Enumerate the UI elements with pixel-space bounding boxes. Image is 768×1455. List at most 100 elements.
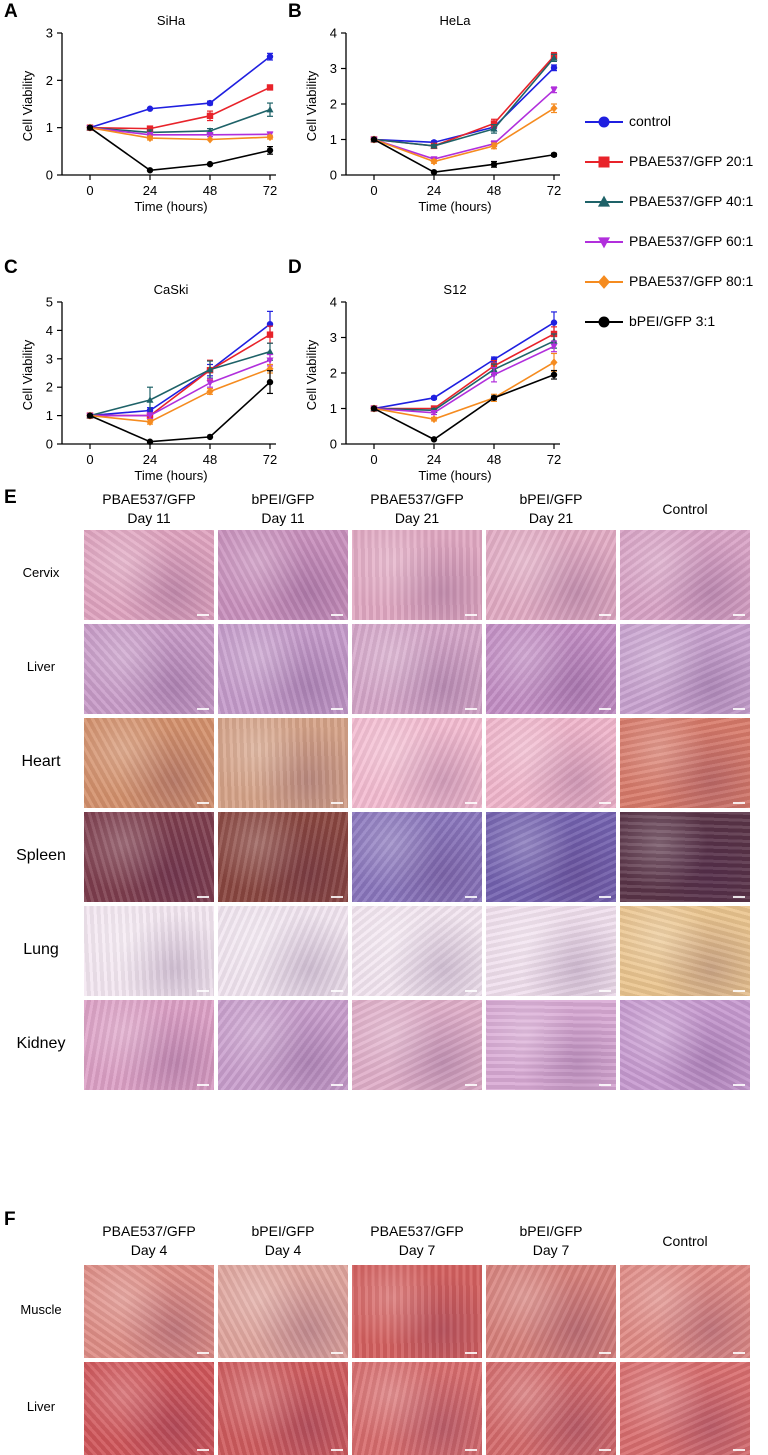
data-point (370, 405, 378, 412)
column-header: bPEI/GFP Day 11 (218, 490, 348, 528)
series-line (373, 55, 555, 147)
data-point (490, 120, 498, 127)
legend-marker-icon (597, 195, 611, 207)
column-header: bPEI/GFP Day 4 (218, 1222, 348, 1260)
data-point (370, 136, 378, 143)
x-tick-label: 0 (86, 452, 93, 467)
scale-bar (599, 802, 611, 804)
data-point (266, 53, 274, 60)
column-header-line1: bPEI/GFP (519, 491, 583, 507)
legend-marker-shape (597, 195, 611, 207)
scale-bar (733, 708, 745, 710)
chart-legend: control PBAE537/GFP 20:1 PBAE537/GFP 40:1 P… (582, 106, 768, 346)
panel-letter-c: C (4, 257, 18, 278)
data-point (146, 417, 154, 426)
x-tick-label: 72 (547, 183, 561, 198)
scale-bar (197, 896, 209, 898)
data-point (430, 168, 438, 176)
histology-image (486, 1362, 616, 1455)
data-point (206, 99, 214, 107)
scale-bar (465, 708, 477, 710)
chart-title: CaSki (154, 282, 189, 297)
histology-image (620, 812, 750, 902)
histology-image (84, 812, 214, 902)
histology-image (352, 624, 482, 714)
x-tick-label: 48 (487, 183, 501, 198)
column-header: bPEI/GFP Day 21 (486, 490, 616, 528)
legend-marker-icon (598, 316, 610, 328)
series-bpei-gfp-3-1 (370, 369, 558, 443)
scale-bar (465, 896, 477, 898)
histology-image (486, 718, 616, 808)
series-control (370, 64, 558, 146)
series-line (89, 367, 271, 423)
y-tick-label: 2 (46, 73, 53, 88)
panel-letter-e: E (4, 487, 17, 508)
histology-image (620, 1000, 750, 1090)
column-header: PBAE537/GFP Day 4 (84, 1222, 214, 1260)
row-label: Muscle (20, 1301, 62, 1317)
legend-item: bPEI/GFP 3:1 (582, 306, 768, 346)
data-point (430, 394, 438, 402)
series-pbae537-gfp-80-1 (86, 363, 274, 426)
y-tick-label: 2 (46, 380, 53, 395)
legend-label: PBAE537/GFP 20:1 (629, 153, 754, 169)
histology-image (620, 530, 750, 620)
y-tick-label: 3 (46, 351, 53, 366)
legend-marker-icon (598, 156, 610, 168)
data-point (490, 125, 498, 132)
column-header-line2: Control (662, 501, 708, 517)
x-tick-label: 24 (143, 452, 157, 467)
y-tick-label: 5 (46, 295, 53, 310)
scale-bar (733, 990, 745, 992)
data-point (266, 378, 274, 386)
column-header-line2: Day 21 (528, 510, 574, 526)
histology-image (352, 1265, 482, 1358)
histology-image (352, 812, 482, 902)
histology-image (84, 624, 214, 714)
column-header-line1: bPEI/GFP (251, 1223, 315, 1239)
scale-bar (331, 896, 343, 898)
scale-bar (465, 802, 477, 804)
scale-bar (599, 1084, 611, 1086)
x-tick-label: 72 (263, 452, 277, 467)
legend-item: PBAE537/GFP 20:1 (582, 146, 768, 186)
x-tick-label: 48 (487, 452, 501, 467)
data-point (490, 161, 498, 168)
chart-a: 0 1 2 3 0 24 48 72 SiHa Time (hours) Cell Viabilit… (20, 13, 277, 214)
chart-title: S12 (443, 282, 466, 297)
data-point (266, 357, 274, 364)
data-point (206, 160, 214, 168)
series-line (373, 138, 555, 173)
histology-image (218, 718, 348, 808)
column-header: PBAE537/GFP Day 11 (84, 490, 214, 528)
histology-image (486, 1000, 616, 1090)
panel-letter-f: F (4, 1209, 16, 1230)
scale-bar (733, 896, 745, 898)
data-point (266, 331, 274, 338)
data-point (430, 410, 438, 417)
histology-image (620, 624, 750, 714)
data-point (206, 132, 214, 139)
panel-letter-b: B (288, 1, 302, 22)
data-point (146, 438, 154, 445)
column-header-line2: Day 4 (130, 1242, 168, 1258)
legend-marker-icon (598, 116, 610, 128)
series-line (89, 126, 271, 141)
scale-bar (465, 1449, 477, 1451)
histology-image (84, 906, 214, 996)
scale-bar (197, 990, 209, 992)
column-header: bPEI/GFP Day 7 (486, 1222, 616, 1260)
histology-image (218, 1265, 348, 1358)
scale-bar (331, 1449, 343, 1451)
data-point (490, 141, 498, 150)
histology-image (84, 530, 214, 620)
series-line (373, 57, 555, 147)
scale-bar (733, 1084, 745, 1086)
y-axis-label: Cell Viability (304, 70, 319, 141)
data-point (266, 348, 274, 355)
series-pbae537-gfp-40-1 (370, 53, 558, 149)
data-point (206, 112, 214, 120)
histology-image (620, 906, 750, 996)
series-pbae537-gfp-80-1 (86, 123, 274, 144)
